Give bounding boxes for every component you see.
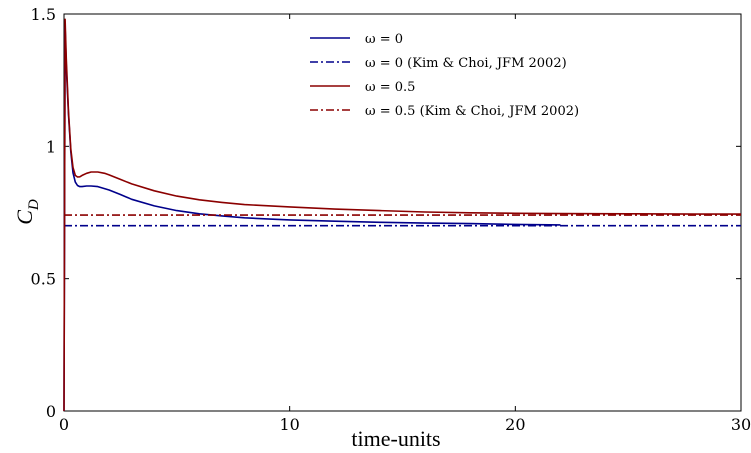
- series-line-2: [63, 18, 741, 412]
- x-tick-label: 20: [505, 415, 525, 434]
- legend-label: ω = 0 (Kim & Choi, JFM 2002): [365, 56, 567, 71]
- x-tick-label: 10: [279, 415, 299, 434]
- y-tick-label: 1.5: [31, 5, 56, 24]
- legend-label: ω = 0.5 (Kim & Choi, JFM 2002): [365, 104, 579, 119]
- y-axis-title: CD: [12, 199, 42, 225]
- series-lines: [63, 18, 741, 412]
- x-axis-title: time-units: [351, 426, 440, 451]
- legend-label: ω = 0: [365, 32, 403, 47]
- legend-label: ω = 0.5: [365, 80, 415, 95]
- x-tick-label: 0: [59, 415, 69, 434]
- legend: ω = 0 ω = 0 (Kim & Choi, JFM 2002) ω = 0.5…: [310, 32, 579, 119]
- y-tick-label: 0: [46, 402, 56, 421]
- y-axis-title-main: C: [12, 210, 37, 225]
- plot-area: [63, 13, 742, 412]
- y-tick-label: 0.5: [31, 270, 56, 289]
- y-axis-title-subscript: D: [26, 199, 42, 211]
- axis-ticks: 0 10 20 30 0 0.5 1 1.5: [31, 5, 751, 434]
- y-tick-label: 1: [46, 137, 56, 156]
- x-tick-label: 30: [731, 415, 751, 434]
